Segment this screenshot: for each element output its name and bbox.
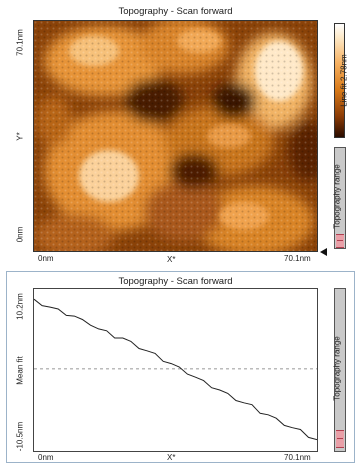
line-y-bottom-label: -10.5nm	[15, 421, 25, 452]
scan-x-axis-label: X*	[167, 255, 176, 264]
line-range-label: Topography range	[332, 336, 342, 401]
line-y-axis-label: Mean fit	[15, 356, 25, 385]
triangle-left-icon[interactable]	[320, 248, 327, 256]
topography-scan-image[interactable]	[33, 20, 318, 252]
line-range-slider[interactable]	[334, 288, 346, 452]
line-y-top-label: 10.2nm	[15, 293, 25, 320]
topography-range-slider[interactable]	[334, 147, 346, 249]
line-x-left-label: 0nm	[38, 453, 54, 462]
line-profile-title: Topography - Scan forward	[118, 276, 233, 287]
height-colorbar	[334, 23, 345, 138]
line-x-right-label: 70.1nm	[284, 453, 311, 462]
line-x-axis-label: X*	[167, 453, 176, 462]
scan-title: Topography - Scan forward	[118, 6, 233, 17]
range-label: Topography range	[332, 164, 342, 229]
colorbar-label: Line fit 2.78nm	[339, 54, 349, 107]
line-profile-svg	[33, 298, 318, 441]
topography-heightmap	[34, 21, 317, 251]
scan-y-top-label: 70.1nm	[15, 29, 25, 56]
line-range-selection-handle[interactable]	[336, 430, 344, 448]
profile-line	[33, 298, 318, 441]
scan-x-right-label: 70.1nm	[284, 254, 311, 263]
scan-y-axis-label: Y*	[15, 132, 25, 141]
scan-y-bottom-label: 0nm	[15, 226, 25, 243]
range-selection-handle[interactable]	[336, 234, 344, 248]
line-profile-plot[interactable]	[33, 288, 318, 452]
scan-x-left-label: 0nm	[38, 254, 54, 263]
